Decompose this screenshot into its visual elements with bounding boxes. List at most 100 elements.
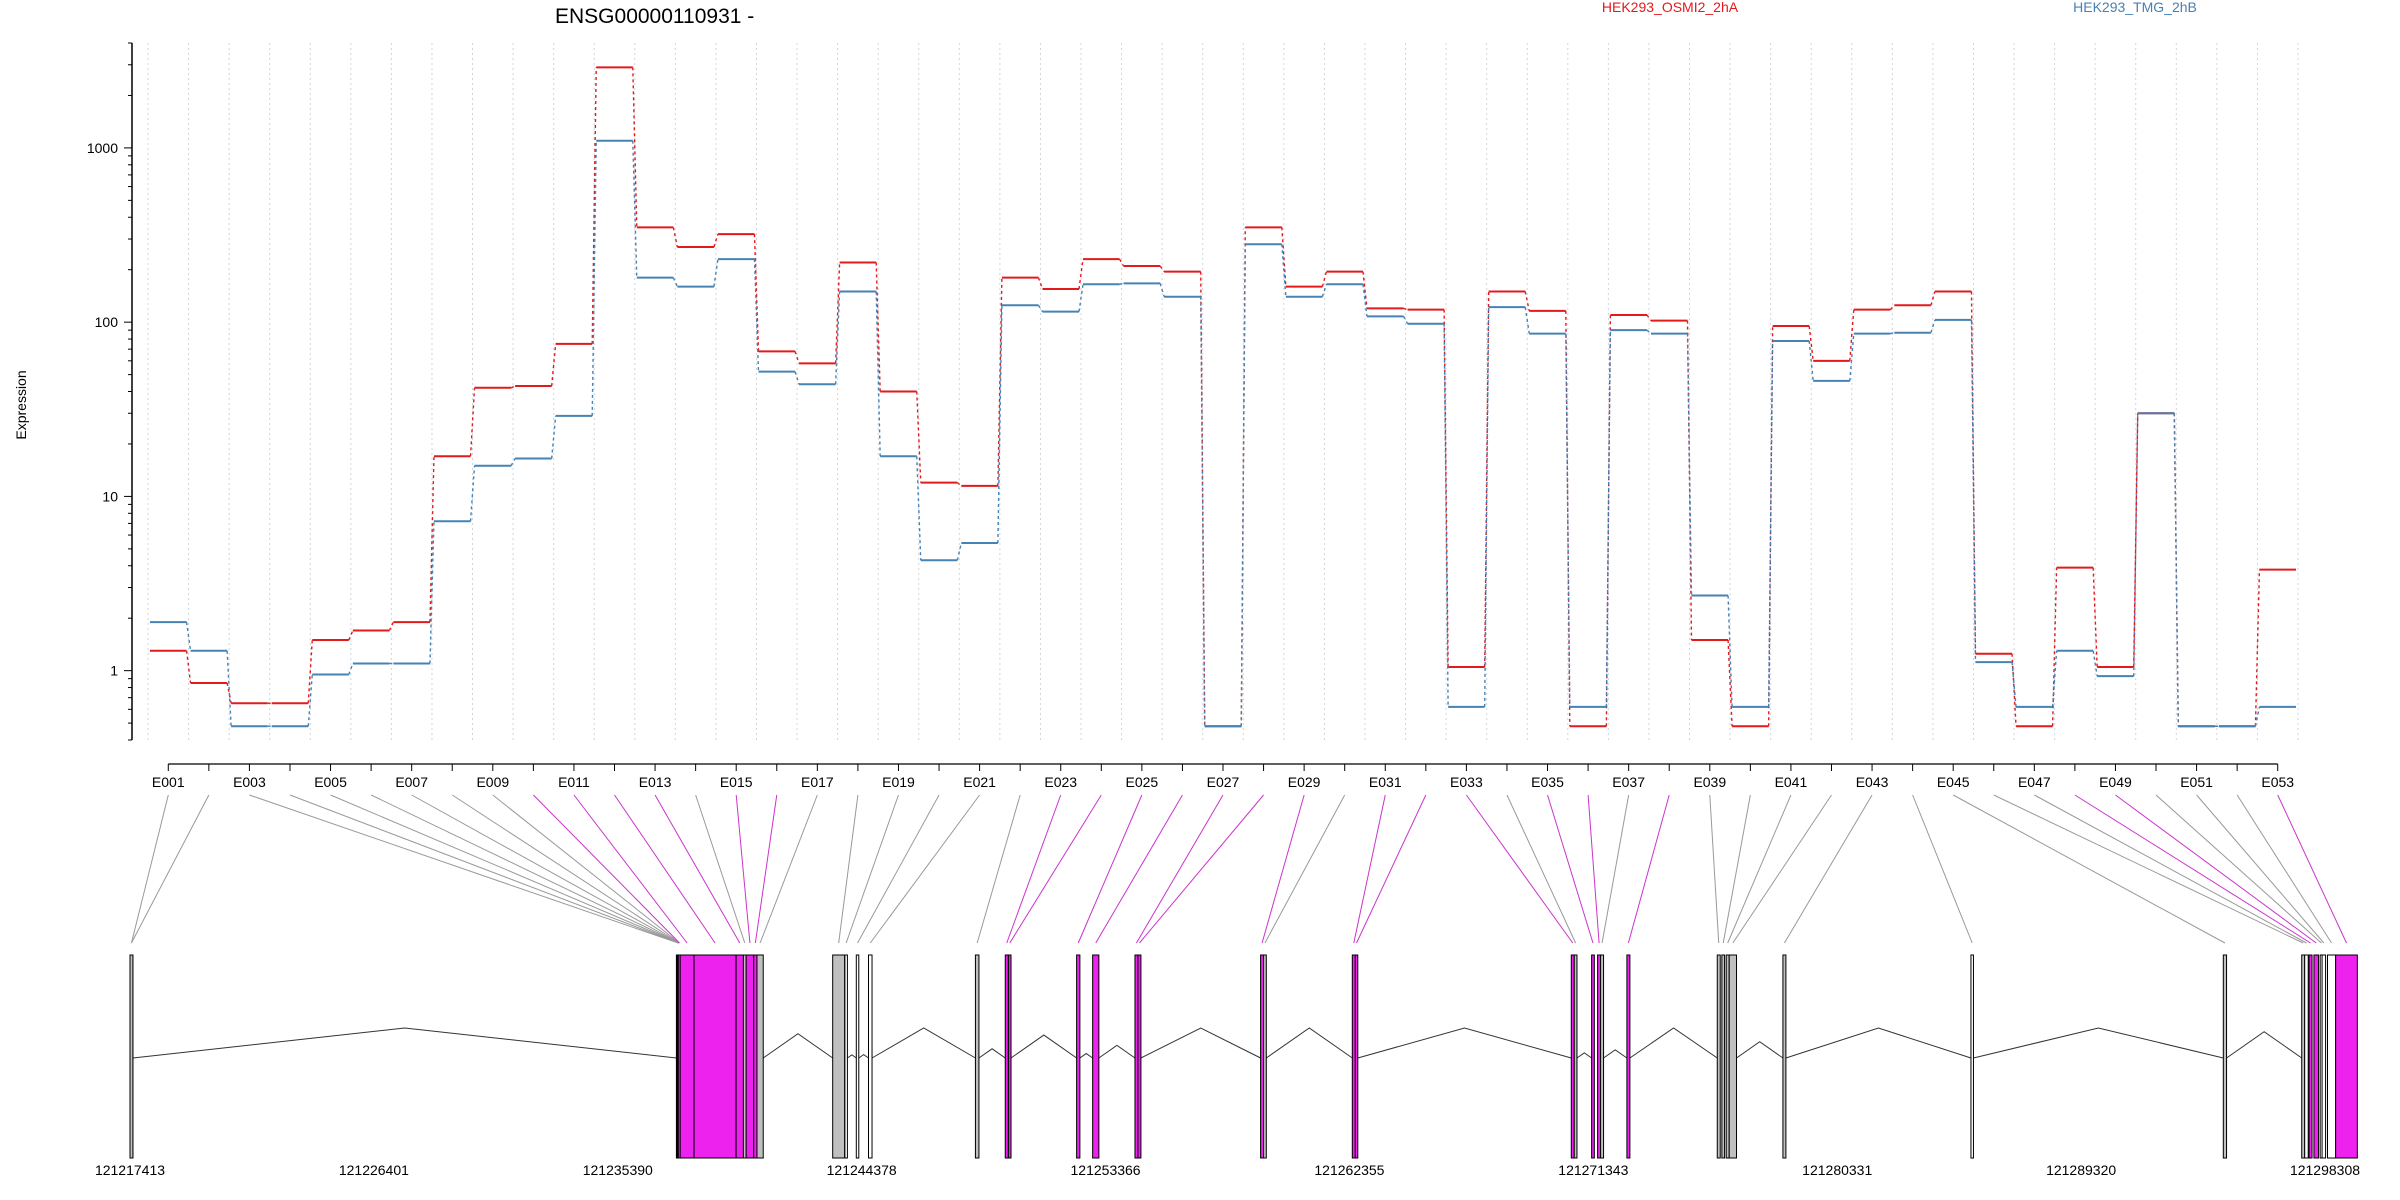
intron-line	[1603, 1049, 1628, 1059]
exon-connector-line	[492, 794, 680, 944]
expression-step	[1646, 329, 1652, 335]
exon-connector-line	[1993, 794, 2304, 944]
intron-line	[871, 1027, 976, 1059]
exon-box	[1970, 954, 1974, 1159]
exon-box	[756, 954, 764, 1159]
exon-connector-line	[1732, 794, 1832, 944]
expression-step	[226, 650, 232, 727]
exon-connector-line	[654, 794, 741, 944]
exon-connector-line	[451, 794, 680, 944]
expression-step	[2092, 650, 2098, 677]
intron-line	[132, 1027, 677, 1059]
expression-step	[1119, 282, 1124, 285]
x-tick-label: E045	[1937, 774, 1970, 790]
x-tick-label: E017	[801, 774, 834, 790]
exon-connector-line	[2196, 794, 2325, 944]
exon-connector-line	[370, 794, 679, 944]
exon-connector-line	[1912, 794, 1973, 944]
intron-line	[1973, 1027, 2224, 1059]
exon-box	[1782, 954, 1787, 1159]
exon-connector-line	[1506, 794, 1577, 944]
expression-step	[1321, 284, 1328, 297]
x-tick-label: E035	[1531, 774, 1564, 790]
intron-line	[1140, 1027, 1261, 1059]
exon-box	[735, 954, 744, 1159]
y-axis-label: Expression	[13, 370, 29, 439]
exon-connector-line	[695, 794, 746, 944]
exon-box	[2308, 954, 2313, 1159]
expression-step	[1037, 277, 1044, 290]
y-tick-label: 100	[95, 314, 119, 330]
exon-connector-line	[1139, 794, 1264, 944]
coordinate-label: 121226401	[339, 1162, 409, 1178]
chart-title: ENSG00000110931 -	[555, 5, 754, 28]
exon-connector-line	[1077, 794, 1143, 944]
expression-step	[1727, 639, 1733, 727]
intron-line	[1098, 1044, 1136, 1059]
expression-step	[1240, 244, 1246, 727]
expression-step	[1889, 304, 1895, 311]
exon-connector-line	[1783, 794, 1873, 944]
x-tick-label: E025	[1126, 774, 1159, 790]
exon-connector-line	[1006, 794, 1062, 944]
exon-box	[2222, 954, 2228, 1159]
exon-box	[693, 954, 737, 1159]
x-tick-label: E007	[395, 774, 428, 790]
expression-step	[1930, 319, 1936, 333]
coordinate-label: 121217413	[95, 1162, 165, 1178]
expression-step	[1281, 227, 1287, 287]
exon-connector-line	[1709, 794, 1720, 944]
expression-step	[1808, 340, 1814, 381]
coordinate-label: 121235390	[583, 1162, 653, 1178]
intron-line	[1736, 1041, 1784, 1059]
exon-box	[1716, 954, 1721, 1159]
expression-step	[550, 415, 557, 459]
exon-connector-line	[1727, 794, 1792, 944]
series-layer	[150, 66, 2296, 728]
exon-box	[2326, 954, 2337, 1159]
expression-step	[2133, 413, 2139, 677]
expression-step	[1524, 307, 1530, 334]
expression-step	[2133, 413, 2139, 667]
expression-step	[348, 663, 354, 675]
exon-connector-line	[249, 794, 679, 944]
x-axis: E001 E003 E005 E007 E009 E011 E013 E015 E017 E019…	[152, 763, 2294, 790]
y-tick-label: 1000	[87, 140, 118, 156]
exon-connector-line	[1465, 794, 1574, 944]
expression-step	[307, 674, 313, 727]
exon-connector-line	[838, 794, 859, 944]
expression-step	[713, 233, 719, 248]
expression-step	[348, 630, 354, 641]
x-tick-label: E021	[963, 774, 996, 790]
x-tick-label: E031	[1369, 774, 1402, 790]
intron-line	[978, 1048, 1006, 1059]
exon-connector-line	[573, 794, 688, 944]
expression-step	[2011, 662, 2017, 707]
intron-line	[1357, 1027, 1572, 1059]
exon-box	[1008, 954, 1012, 1159]
x-tick-label: E047	[2018, 774, 2051, 790]
expression-step	[1727, 595, 1733, 707]
exon-connector-line	[1601, 794, 1630, 944]
exon-box	[679, 954, 695, 1159]
expression-step	[632, 140, 638, 278]
exon-box	[745, 954, 755, 1159]
intron-line	[1266, 1027, 1353, 1059]
expression-step	[1037, 304, 1044, 312]
exon-connector-line	[759, 794, 818, 944]
exon-box	[129, 954, 134, 1159]
x-tick-label: E009	[476, 774, 509, 790]
expression-step	[1362, 271, 1368, 309]
gene-model	[129, 954, 2358, 1159]
exon-box	[1573, 954, 1578, 1159]
expression-step	[1200, 271, 1206, 727]
exon-connector-line	[130, 794, 169, 944]
exon-box	[1263, 954, 1267, 1159]
exon-connector-line	[845, 794, 899, 944]
expression-step	[1767, 340, 1774, 707]
exon-box	[868, 954, 873, 1159]
exon-connector-line	[1356, 794, 1427, 944]
expression-step	[1159, 265, 1165, 273]
exon-connector-line	[1136, 794, 1224, 944]
expression-step	[1849, 333, 1855, 381]
